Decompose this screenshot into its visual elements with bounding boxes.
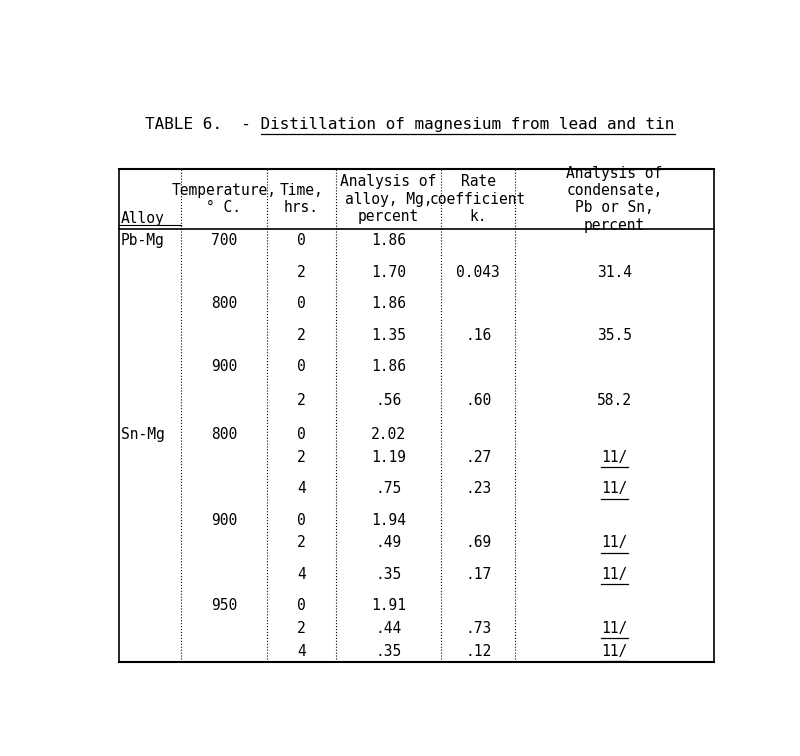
Text: Time,
hrs.: Time, hrs. <box>280 183 323 215</box>
Text: 0: 0 <box>297 599 306 613</box>
Text: Analysis of
alloy, Mg,
percent: Analysis of alloy, Mg, percent <box>340 175 437 225</box>
Text: 0: 0 <box>297 359 306 374</box>
Text: .49: .49 <box>375 535 402 550</box>
Text: 11/: 11/ <box>602 621 628 636</box>
Text: .12: .12 <box>465 643 491 658</box>
Text: .35: .35 <box>375 643 402 658</box>
Text: 35.5: 35.5 <box>597 328 632 342</box>
Text: 11/: 11/ <box>602 450 628 465</box>
Text: Alloy: Alloy <box>121 212 165 226</box>
Text: 800: 800 <box>211 296 237 311</box>
Text: 31.4: 31.4 <box>597 265 632 280</box>
Text: 58.2: 58.2 <box>597 393 632 408</box>
Text: 11/: 11/ <box>602 535 628 550</box>
Text: .75: .75 <box>375 481 402 496</box>
Text: 800: 800 <box>211 427 237 442</box>
Text: 1.86: 1.86 <box>371 359 406 374</box>
Text: 950: 950 <box>211 599 237 613</box>
Text: 0: 0 <box>297 427 306 442</box>
Text: .35: .35 <box>375 567 402 582</box>
Text: 11/: 11/ <box>602 481 628 496</box>
Text: .69: .69 <box>465 535 491 550</box>
Text: .23: .23 <box>465 481 491 496</box>
Text: 11/: 11/ <box>602 643 628 658</box>
Text: .17: .17 <box>465 567 491 582</box>
Text: 0: 0 <box>297 233 306 248</box>
Text: .60: .60 <box>465 393 491 408</box>
Text: 2: 2 <box>297 450 306 465</box>
Text: 1.35: 1.35 <box>371 328 406 342</box>
Text: 900: 900 <box>211 513 237 528</box>
Text: 11/: 11/ <box>602 567 628 582</box>
Text: .44: .44 <box>375 621 402 636</box>
Text: .73: .73 <box>465 621 491 636</box>
Text: 1.86: 1.86 <box>371 296 406 311</box>
Text: 2: 2 <box>297 621 306 636</box>
Text: Temperature,
° C.: Temperature, ° C. <box>171 183 277 215</box>
Text: 0: 0 <box>297 513 306 528</box>
Text: 2: 2 <box>297 535 306 550</box>
Text: 4: 4 <box>297 643 306 658</box>
Text: 4: 4 <box>297 481 306 496</box>
Text: 1.94: 1.94 <box>371 513 406 528</box>
Text: 2: 2 <box>297 265 306 280</box>
Text: 4: 4 <box>297 567 306 582</box>
Text: Pb-Mg: Pb-Mg <box>121 233 165 248</box>
Text: 1.91: 1.91 <box>371 599 406 613</box>
Text: Sn-Mg: Sn-Mg <box>121 427 165 442</box>
Text: .16: .16 <box>465 328 491 342</box>
Text: .56: .56 <box>375 393 402 408</box>
Text: 700: 700 <box>211 233 237 248</box>
Text: TABLE 6.  - Distillation of magnesium from lead and tin: TABLE 6. - Distillation of magnesium fro… <box>146 117 674 132</box>
Text: 900: 900 <box>211 359 237 374</box>
Text: 2: 2 <box>297 393 306 408</box>
Text: 1.70: 1.70 <box>371 265 406 280</box>
Text: 0: 0 <box>297 296 306 311</box>
Text: 2.02: 2.02 <box>371 427 406 442</box>
Text: 2: 2 <box>297 328 306 342</box>
Text: 1.86: 1.86 <box>371 233 406 248</box>
Text: Rate
coefficient
k.: Rate coefficient k. <box>430 175 526 225</box>
Text: 0.043: 0.043 <box>456 265 500 280</box>
Text: .27: .27 <box>465 450 491 465</box>
Text: Analysis of
condensate,
Pb or Sn,
percent: Analysis of condensate, Pb or Sn, percen… <box>566 166 662 233</box>
Text: 1.19: 1.19 <box>371 450 406 465</box>
